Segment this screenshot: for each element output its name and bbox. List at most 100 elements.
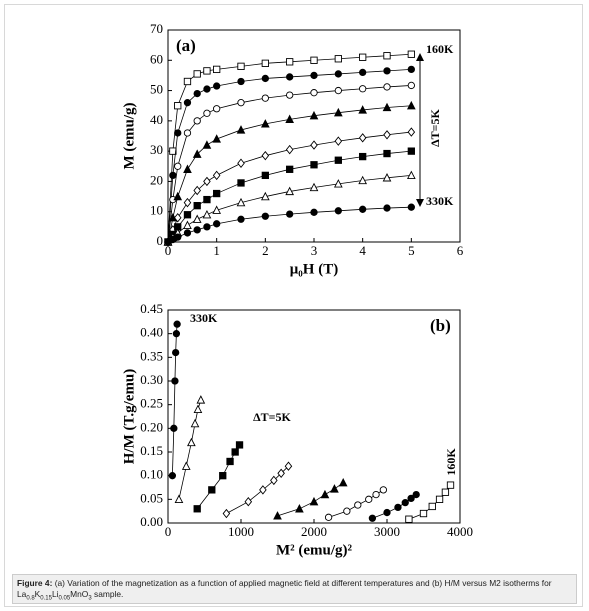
y-tick-label: 0.45 [140, 301, 163, 316]
marker [213, 220, 221, 228]
series-line [171, 324, 178, 476]
marker [359, 205, 367, 213]
marker [183, 197, 192, 208]
marker [285, 186, 295, 196]
marker [359, 85, 367, 93]
marker [435, 495, 444, 503]
marker [196, 395, 206, 404]
marker [190, 418, 200, 428]
marker [382, 102, 392, 112]
x-tick-label: 3 [311, 243, 318, 258]
annotation: 160K [426, 42, 454, 56]
marker [183, 164, 192, 173]
marker [169, 147, 177, 155]
marker [284, 461, 293, 471]
marker [309, 182, 319, 192]
x-tick-label: 6 [457, 243, 464, 258]
marker [244, 496, 253, 507]
marker [193, 202, 201, 210]
marker [261, 150, 270, 161]
formula-sub: 0.05 [58, 595, 71, 602]
marker [203, 85, 211, 93]
marker [172, 330, 181, 338]
marker [407, 65, 415, 74]
x-tick-label: 1000 [228, 524, 254, 539]
marker [260, 119, 270, 128]
y-tick-label: 0.30 [140, 372, 163, 387]
marker [446, 481, 455, 489]
x-tick-label: 4000 [447, 524, 473, 539]
marker [193, 404, 203, 414]
marker [172, 348, 180, 357]
marker [333, 179, 343, 188]
caption-text: (a) Variation of the magnetization as a … [54, 578, 552, 588]
x-tick-label: 1 [213, 243, 220, 258]
marker [183, 229, 192, 237]
marker [310, 140, 318, 150]
marker [170, 424, 178, 432]
marker [428, 502, 436, 511]
x-tick-label: 0 [165, 524, 172, 539]
marker [407, 81, 415, 90]
marker [273, 511, 282, 520]
marker [286, 58, 294, 66]
marker [310, 208, 318, 216]
y-tick-label: 40 [150, 112, 163, 127]
marker [212, 170, 221, 181]
x-tick-label: 0 [165, 243, 172, 258]
marker [407, 50, 415, 58]
marker [193, 505, 201, 513]
marker [183, 211, 192, 219]
marker [334, 70, 342, 78]
marker [193, 70, 201, 78]
formula: La0.8K0.15Li0.05MnO3 [17, 589, 92, 602]
marker [277, 468, 285, 479]
marker [383, 149, 391, 158]
marker [330, 484, 339, 493]
marker [358, 175, 368, 185]
marker [259, 485, 267, 495]
y-tick-label: 0.10 [140, 467, 163, 482]
marker [382, 173, 392, 182]
marker [310, 89, 318, 97]
marker [181, 461, 191, 470]
x-tick-label: 2000 [301, 524, 327, 539]
formula-part: MnO [70, 589, 89, 599]
marker [343, 507, 351, 515]
marker [171, 377, 179, 385]
y-tick-label: 0 [157, 233, 164, 248]
marker [405, 515, 413, 523]
marker [334, 86, 342, 95]
marker [286, 210, 294, 218]
marker [324, 513, 333, 521]
marker [193, 226, 201, 234]
y-tick-label: 0.25 [140, 396, 163, 411]
marker [226, 457, 234, 466]
marker [383, 508, 391, 517]
marker [203, 67, 211, 75]
marker [286, 91, 294, 99]
marker [235, 441, 244, 449]
marker [334, 136, 343, 146]
marker [401, 498, 409, 507]
marker [261, 59, 269, 67]
marker [202, 209, 212, 219]
marker [310, 161, 318, 169]
y-tick-label: 0.15 [140, 443, 163, 458]
x-tick-label: 4 [359, 243, 366, 258]
marker [203, 223, 211, 231]
marker [169, 171, 177, 180]
y-axis-label: M (emu/g) [121, 102, 137, 169]
marker [202, 140, 212, 149]
y-tick-label: 30 [150, 142, 163, 157]
marker [383, 67, 391, 75]
caption: Figure 4: (a) Variation of the magnetiza… [12, 574, 577, 604]
marker [359, 152, 367, 161]
marker [383, 83, 391, 91]
marker [407, 147, 415, 155]
y-tick-label: 0.20 [140, 419, 163, 434]
marker [286, 165, 294, 173]
x-tick-label: 5 [408, 243, 415, 258]
marker [379, 486, 387, 494]
